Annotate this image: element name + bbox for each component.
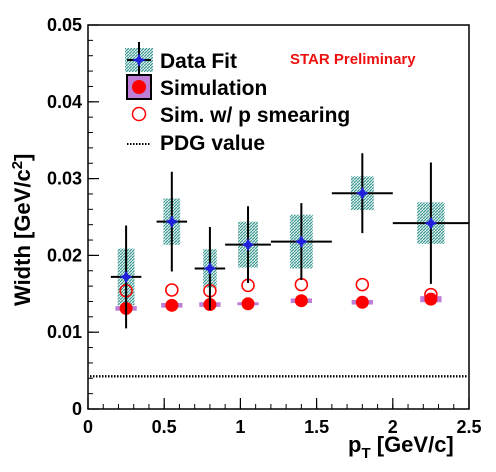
x-tick-label: 0 <box>83 417 93 437</box>
legend: Data Fit Simulation Sim. w/ p smearing P… <box>125 42 350 155</box>
smearing-markers <box>119 277 438 302</box>
y-tick-label: 0.03 <box>47 169 82 189</box>
legend-swatch-simulation <box>126 74 152 100</box>
plot-border <box>87 24 470 410</box>
plot-frame <box>87 24 470 410</box>
legend-label-simulation: Simulation <box>160 77 267 100</box>
legend-label-smearing: Sim. w/ p smearing <box>160 104 350 127</box>
data-point <box>165 215 179 229</box>
star-preliminary-label: STAR Preliminary <box>290 51 416 68</box>
simulation-markers <box>115 292 442 315</box>
x-tick-label: 1.5 <box>304 417 329 437</box>
axis-ticks: 0 0.5 1 1.5 2 2.5 0 0.01 0.02 0.03 0.04 0.05 <box>47 15 482 437</box>
smear-point <box>294 277 309 292</box>
sim-point <box>424 292 438 306</box>
y-tick-label: 0.02 <box>47 245 82 265</box>
star-marker-icon <box>132 53 146 67</box>
x-tick-label: 0.5 <box>152 417 177 437</box>
smear-point <box>165 283 179 297</box>
smear-point <box>355 277 370 292</box>
y-tick-label: 0 <box>72 399 82 419</box>
y-axis-title: Width [GeV/c2] <box>9 154 35 306</box>
y-tick-label: 0.05 <box>47 15 82 35</box>
sim-point <box>355 295 369 309</box>
legend-label-pdg: PDG value <box>160 132 265 155</box>
y-tick-label: 0.04 <box>47 92 82 112</box>
x-tick-label: 2.5 <box>456 417 481 437</box>
y-tick-label: 0.01 <box>47 322 82 342</box>
legend-swatch-smearing <box>131 106 147 122</box>
x-tick-label: 2 <box>388 417 398 437</box>
sim-point <box>165 298 179 312</box>
data-point <box>241 238 255 252</box>
smear-point <box>424 287 438 302</box>
sim-point <box>294 294 308 308</box>
data-point <box>424 216 438 230</box>
legend-label-data-fit: Data Fit <box>160 50 237 73</box>
data-point <box>355 186 369 200</box>
data-fit-markers <box>110 153 469 329</box>
legend-swatch-data-fit <box>125 42 153 78</box>
data-point <box>119 270 133 284</box>
x-axis-title: pT [GeV/c] <box>348 432 454 462</box>
data-point <box>294 235 308 249</box>
data-point <box>203 261 217 275</box>
x-tick-label: 1 <box>235 417 245 437</box>
sim-point <box>241 297 255 311</box>
